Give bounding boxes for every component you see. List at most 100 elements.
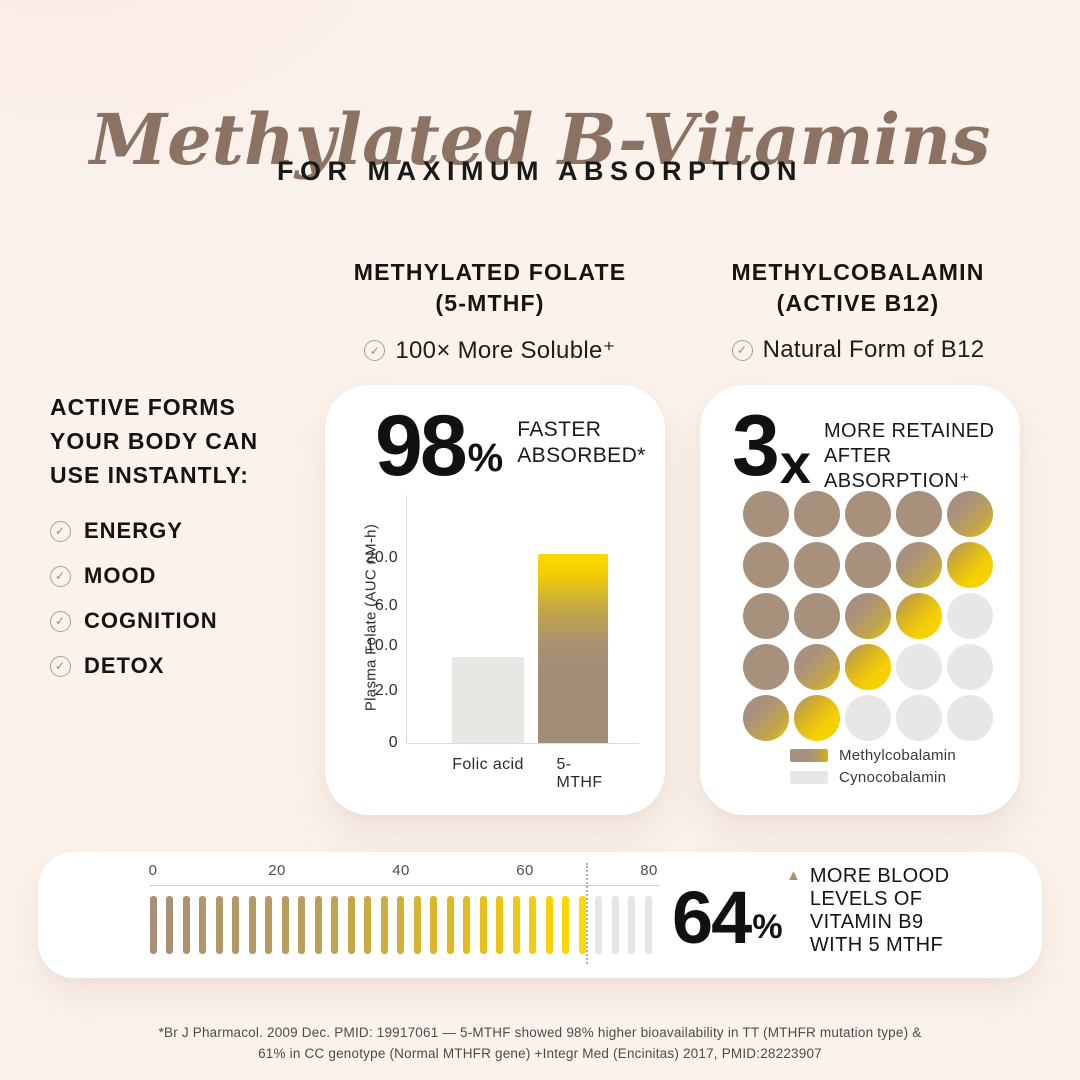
b12-legend: Methylcobalamin Cynocobalamin	[790, 747, 956, 791]
dot-methyl	[794, 491, 840, 537]
folate-stat: 98 % FASTER ABSORBED*	[375, 403, 646, 488]
legend-swatch-methyl	[790, 748, 828, 762]
check-circle-icon: ✓	[50, 610, 71, 632]
dot-blend-late	[794, 644, 840, 690]
gauge-bar	[430, 896, 437, 954]
gauge-bar	[331, 896, 338, 954]
x-tick-label: Folic acid	[452, 756, 524, 773]
y-tick-label: 20.0	[365, 549, 398, 566]
folate-bar-chart: Plasma Folate (AUC nM-h) 20.0 6.0 10.0 2.0 0…	[350, 495, 645, 791]
gauge-bar	[578, 896, 586, 954]
gauge-axis-tick: 40	[392, 862, 410, 879]
dot-blend-late	[845, 593, 891, 639]
dot-methyl	[743, 644, 789, 690]
folate-stat-unit: %	[467, 435, 504, 480]
gauge-bar	[512, 896, 520, 954]
folate-card: 98 % FASTER ABSORBED* Plasma Folate (AUC…	[325, 385, 665, 815]
x-axis-line	[406, 743, 639, 744]
gauge-bar	[545, 896, 553, 954]
b12-dot-grid	[743, 491, 993, 741]
dot-methyl	[794, 593, 840, 639]
dot-blend-late	[743, 695, 789, 741]
gauge-bar	[529, 896, 536, 954]
dot-blend-early	[794, 695, 840, 741]
left-panel-heading: ACTIVE FORMS YOUR BODY CAN USE INSTANTLY…	[50, 394, 259, 488]
dot-methyl	[743, 593, 789, 639]
gauge-bar	[265, 896, 272, 954]
gauge-axis-tick: 80	[640, 862, 658, 879]
gauge-axis-tick: 0	[148, 862, 158, 879]
y-tick-label: 0	[388, 734, 398, 751]
gauge-bar	[562, 896, 569, 954]
gauge-bar	[182, 896, 190, 954]
increase-triangle-icon: ▲	[786, 867, 801, 884]
dot-cyano	[947, 695, 993, 741]
gauge-bar	[364, 896, 371, 954]
gauge-bar	[248, 896, 256, 954]
gauge-stat: 64 %	[672, 876, 783, 959]
b12-benefit-label: Natural Form of B12	[762, 336, 985, 363]
dot-blend-early	[845, 644, 891, 690]
page-subtitle: FOR MAXIMUM ABSORPTION	[277, 156, 803, 186]
y-axis-line	[406, 495, 407, 744]
folate-benefit-line: ✓ 100× More Soluble⁺	[320, 336, 660, 365]
folate-benefit-label: 100× More Soluble⁺	[395, 337, 616, 364]
benefit-item: ✓ MOOD	[50, 563, 310, 589]
check-circle-icon: ✓	[364, 340, 386, 361]
gauge-bar	[479, 896, 487, 954]
check-circle-icon: ✓	[731, 339, 753, 361]
x-tick-label: 5-MTHF	[556, 756, 603, 791]
gauge-note: ▲ MORE BLOOD LEVELS OF VITAMIN B9 WITH 5…	[786, 865, 949, 957]
gauge-note-text: MORE BLOOD LEVELS OF VITAMIN B9 WITH 5 M…	[809, 865, 950, 956]
gauge-bar	[232, 896, 239, 954]
chart-bar-folic-acid	[452, 657, 524, 743]
dot-blend-late	[896, 542, 942, 588]
legend-label: Methylcobalamin	[839, 746, 957, 764]
benefit-item: ✓ COGNITION	[50, 608, 310, 634]
check-circle-icon: ✓	[50, 565, 71, 587]
dot-methyl	[743, 491, 789, 537]
gauge-stat-value: 64	[672, 876, 752, 959]
gauge-bar	[595, 896, 602, 954]
dot-cyano	[845, 695, 891, 741]
gauge-axis-tick: 60	[516, 862, 534, 879]
dot-cyano	[947, 644, 993, 690]
benefit-item-label: COGNITION	[84, 608, 218, 633]
gauge-bar	[496, 896, 503, 954]
folate-heading: METHYLATED FOLATE (5-MTHF)	[353, 259, 627, 316]
gauge-bar	[397, 896, 404, 954]
check-circle-icon: ✓	[50, 655, 71, 677]
y-tick-label: 10.0	[365, 637, 398, 654]
gauge-bar	[413, 896, 421, 954]
y-tick-label: 2.0	[374, 682, 398, 699]
dot-methyl	[845, 542, 891, 588]
legend-row: Methylcobalamin	[790, 746, 957, 764]
gauge-bar	[380, 896, 388, 954]
folate-stat-label: FASTER ABSORBED*	[517, 418, 646, 467]
gauge-panel: 64 % ▲ MORE BLOOD LEVELS OF VITAMIN B9 W…	[38, 852, 1042, 978]
gauge-bar	[611, 896, 619, 954]
dot-methyl	[743, 542, 789, 588]
b12-benefit-line: ✓ Natural Form of B12	[688, 336, 1028, 364]
dot-methyl	[845, 491, 891, 537]
gauge-bar	[298, 896, 305, 954]
gauge-stat-unit: %	[752, 907, 783, 946]
gauge-threshold-line	[586, 863, 588, 964]
page-title: Methylated B-Vitamins	[89, 97, 991, 181]
benefit-item-label: MOOD	[84, 563, 157, 588]
gauge-axis-tick: 20	[268, 862, 286, 879]
b12-heading: METHYLCOBALAMIN (ACTIVE B12)	[731, 259, 985, 316]
footnote: *Br J Pharmacol. 2009 Dec. PMID: 1991706…	[0, 1022, 1080, 1064]
gauge-bar	[281, 896, 289, 954]
footnote-line-2: 61% in CC genotype (Normal MTHFR gene) +…	[258, 1046, 822, 1061]
dot-blend-early	[896, 593, 942, 639]
legend-swatch-cyano	[790, 770, 828, 784]
dot-methyl	[896, 491, 942, 537]
gauge-bar	[166, 896, 173, 954]
legend-label: Cynocobalamin	[839, 768, 947, 786]
gauge-bar	[446, 896, 454, 954]
b12-card: 3 x MORE RETAINED AFTER ABSORPTION⁺ Meth…	[700, 385, 1020, 815]
y-tick-label: 6.0	[374, 597, 398, 614]
dot-blend-late	[947, 491, 993, 537]
